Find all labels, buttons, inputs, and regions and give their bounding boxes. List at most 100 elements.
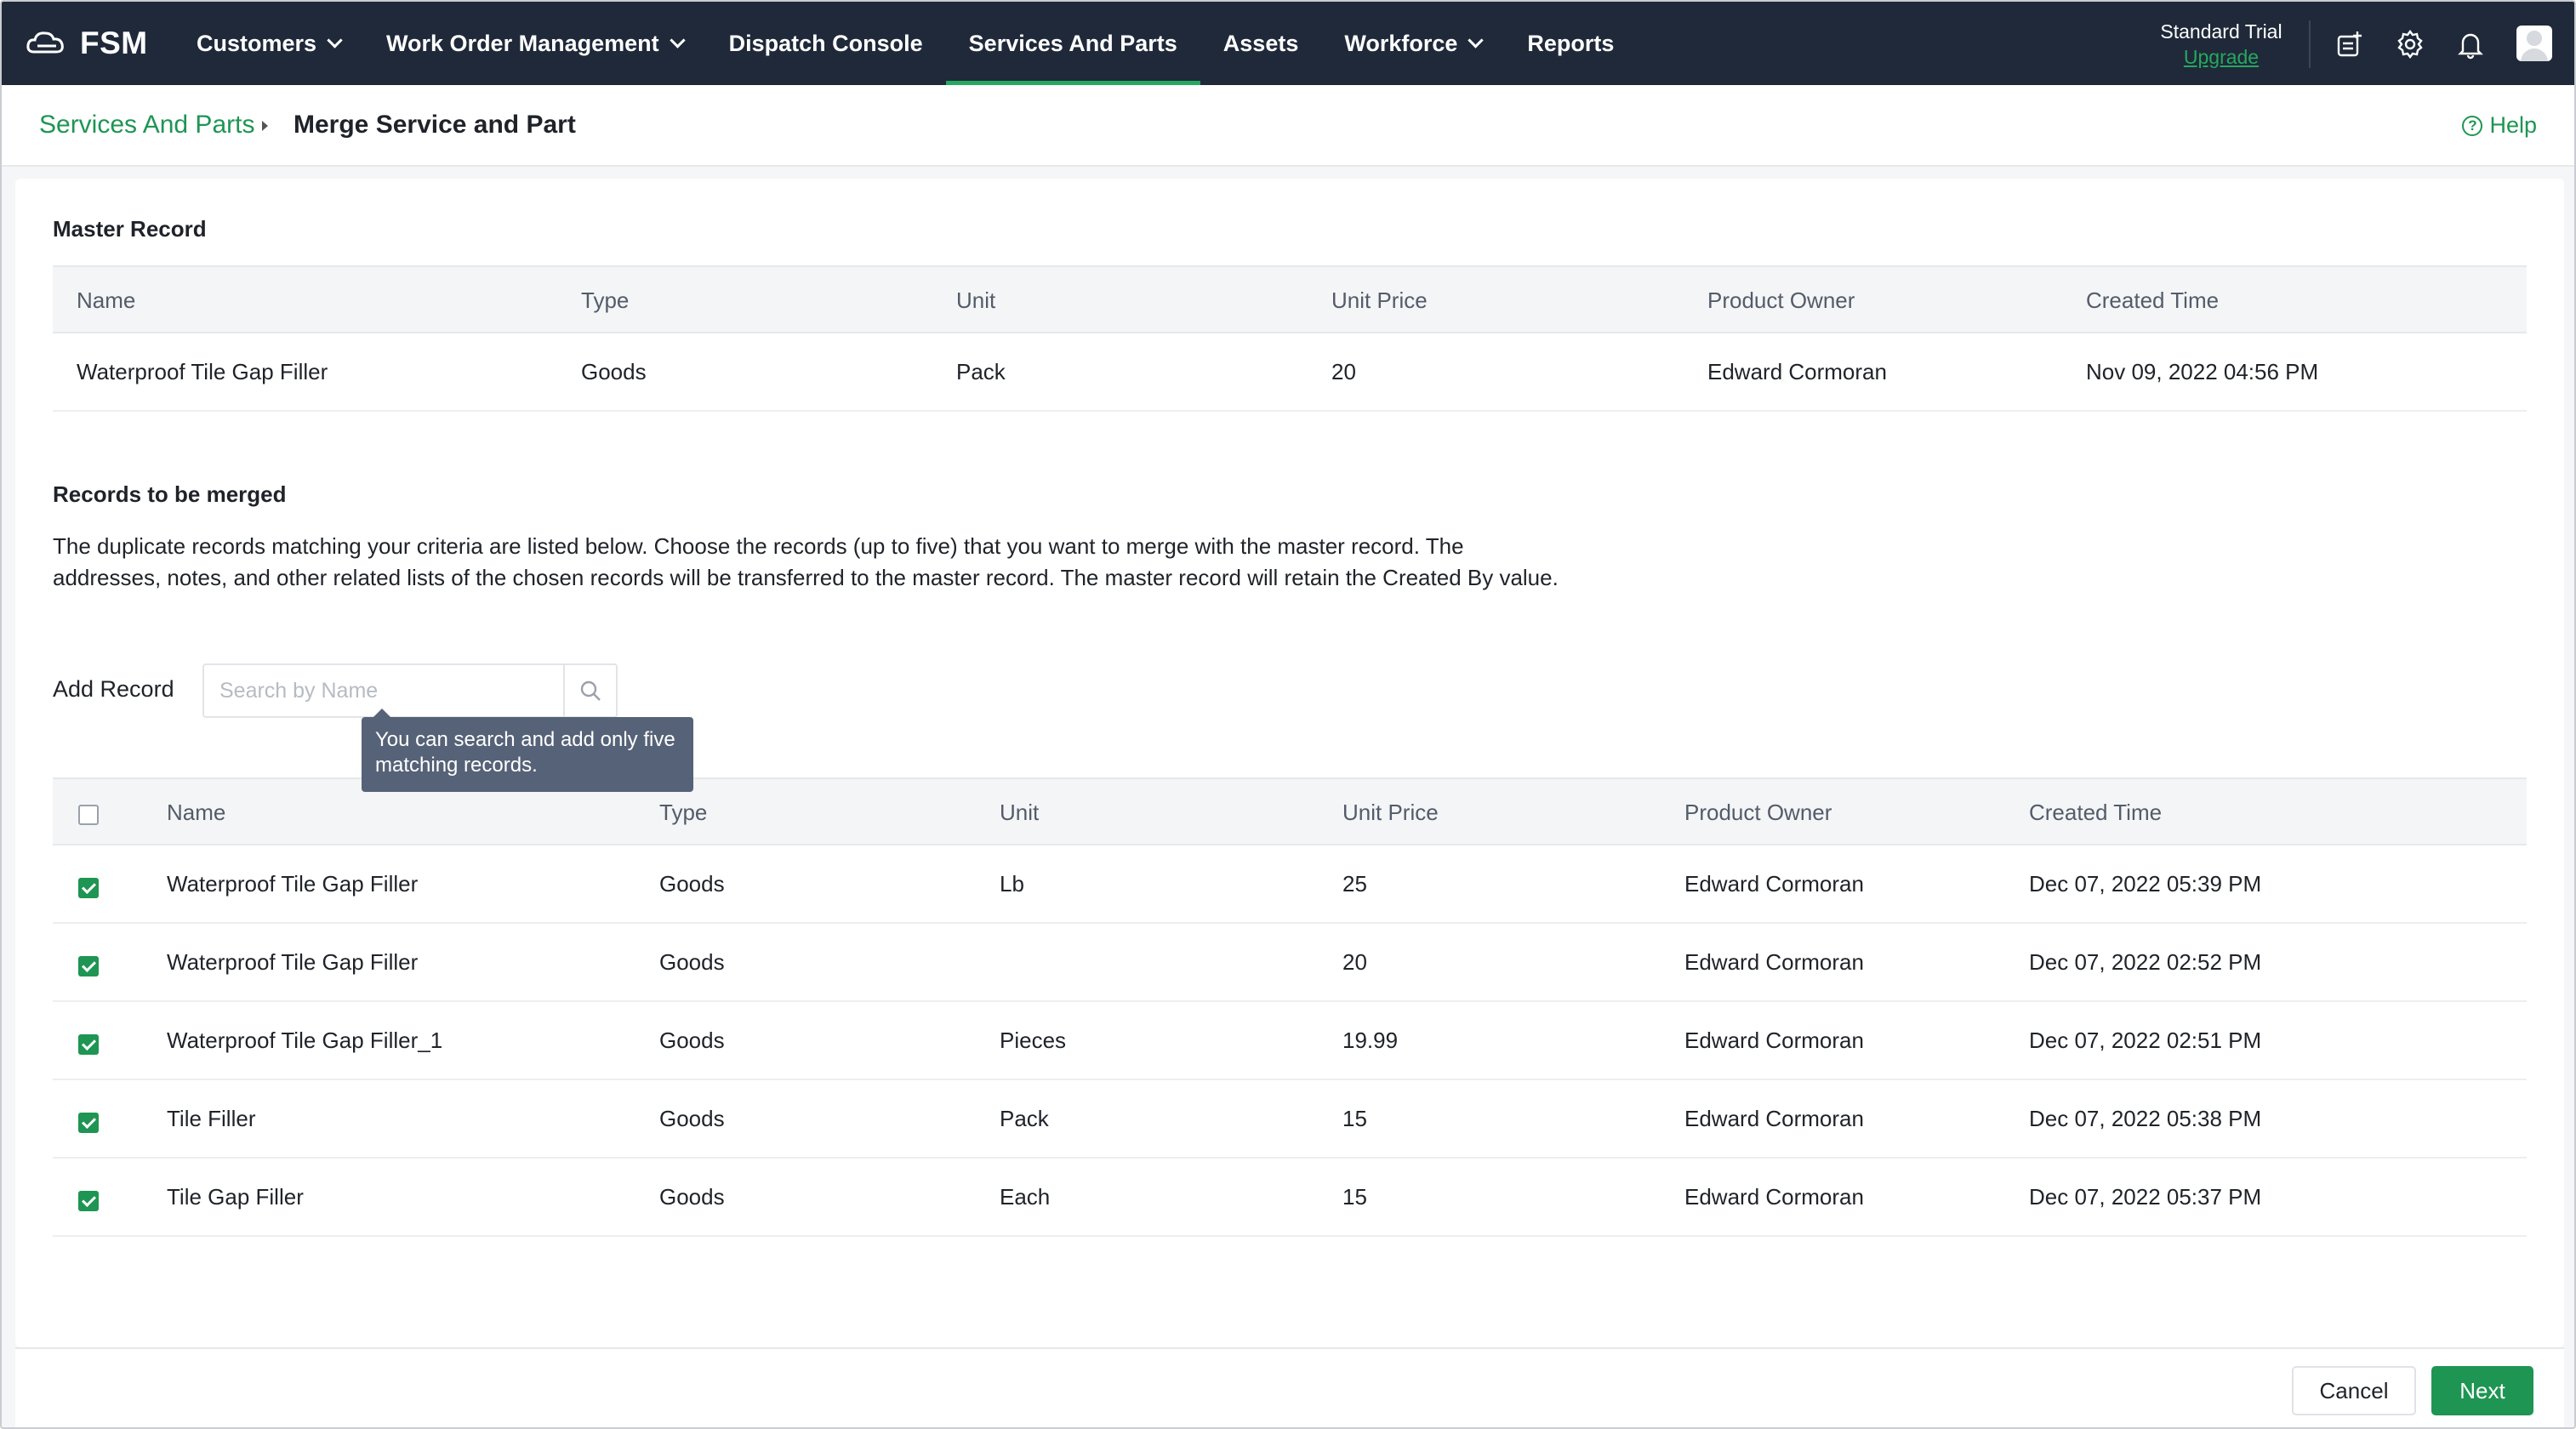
master-record-row: Waterproof Tile Gap Filler Goods Pack 20… xyxy=(53,333,2527,412)
nav-label: Assets xyxy=(1222,30,1299,56)
cell-type: Goods xyxy=(659,1184,725,1210)
chevron-down-icon xyxy=(327,32,343,48)
nav-reports[interactable]: Reports xyxy=(1504,2,1637,85)
cell-unit: Each xyxy=(1000,1184,1051,1210)
column-header-created-time[interactable]: Created Time xyxy=(2029,800,2163,825)
master-record-title: Master Record xyxy=(53,216,207,242)
cell-name: Waterproof Tile Gap Filler xyxy=(77,359,328,384)
table-row[interactable]: Waterproof Tile Gap Filler Goods 20 Edwa… xyxy=(53,924,2527,1002)
row-checkbox[interactable] xyxy=(78,956,99,976)
cell-name: Waterproof Tile Gap Filler xyxy=(167,949,419,975)
nav-label: Reports xyxy=(1527,30,1615,56)
page-title: Merge Service and Part xyxy=(294,111,576,139)
cell-name: Waterproof Tile Gap Filler xyxy=(167,871,419,897)
column-header-product-owner[interactable]: Product Owner xyxy=(1707,288,1855,313)
column-header-type[interactable]: Type xyxy=(659,800,708,825)
search-input[interactable] xyxy=(204,665,555,716)
cell-created-time: Dec 07, 2022 05:38 PM xyxy=(2029,1106,2262,1131)
cell-unit: Pieces xyxy=(1000,1028,1067,1053)
trial-status: Standard Trial Upgrade xyxy=(2140,19,2302,70)
cell-created-time: Dec 07, 2022 02:52 PM xyxy=(2029,949,2262,975)
avatar[interactable] xyxy=(2516,26,2552,61)
cell-type: Goods xyxy=(659,1106,725,1131)
cell-created-time: Dec 07, 2022 05:37 PM xyxy=(2029,1184,2262,1210)
nav-label: Services And Parts xyxy=(968,30,1177,56)
breadcrumb-services-and-parts[interactable]: Services And Parts xyxy=(39,111,255,139)
help-link[interactable]: ? Help xyxy=(2462,112,2537,139)
app-name: FSM xyxy=(80,26,148,60)
table-header: Name Type Unit Unit Price Product Owner … xyxy=(53,265,2527,333)
column-header-unit[interactable]: Unit xyxy=(956,288,996,313)
nav-services-and-parts[interactable]: Services And Parts xyxy=(945,2,1200,85)
table-row[interactable]: Tile Filler Goods Pack 15 Edward Cormora… xyxy=(53,1080,2527,1159)
cell-product-owner: Edward Cormoran xyxy=(1684,1106,1864,1131)
cell-created-time: Dec 07, 2022 05:39 PM xyxy=(2029,871,2262,897)
nav-work-order-management[interactable]: Work Order Management xyxy=(363,2,706,85)
nav-label: Dispatch Console xyxy=(728,30,923,56)
top-navigation-bar: FSM Customers Work Order Management Disp… xyxy=(2,2,2574,85)
column-header-type[interactable]: Type xyxy=(581,288,630,313)
cell-created-time: Dec 07, 2022 02:51 PM xyxy=(2029,1028,2262,1053)
table-row[interactable]: Waterproof Tile Gap Filler_1 Goods Piece… xyxy=(53,1002,2527,1080)
nav-customers[interactable]: Customers xyxy=(174,2,363,85)
cell-unit-price: 25 xyxy=(1342,871,1367,897)
cell-name: Waterproof Tile Gap Filler_1 xyxy=(167,1028,443,1053)
column-header-created-time[interactable]: Created Time xyxy=(2086,288,2220,313)
cell-unit-price: 20 xyxy=(1331,359,1356,384)
upgrade-link[interactable]: Upgrade xyxy=(2183,46,2260,68)
gear-icon[interactable] xyxy=(2393,27,2427,61)
nav-label: Workforce xyxy=(1344,30,1458,56)
row-checkbox[interactable] xyxy=(78,1113,99,1133)
column-header-product-owner[interactable]: Product Owner xyxy=(1684,800,1832,825)
chevron-down-icon xyxy=(669,32,686,48)
next-button[interactable]: Next xyxy=(2431,1366,2533,1415)
table-row[interactable]: Waterproof Tile Gap Filler Goods Lb 25 E… xyxy=(53,845,2527,924)
cancel-button[interactable]: Cancel xyxy=(2292,1366,2416,1415)
bell-icon[interactable] xyxy=(2453,27,2488,61)
toolbar-divider xyxy=(2309,20,2311,68)
cell-unit: Pack xyxy=(1000,1106,1049,1131)
column-header-name[interactable]: Name xyxy=(77,288,136,313)
cell-product-owner: Edward Cormoran xyxy=(1707,359,1887,384)
plan-label: Standard Trial xyxy=(2160,20,2282,43)
cell-type: Goods xyxy=(581,359,647,384)
records-to-merge-title: Records to be merged xyxy=(53,481,287,507)
nav-dispatch-console[interactable]: Dispatch Console xyxy=(706,2,946,85)
table-row[interactable]: Tile Gap Filler Goods Each 15 Edward Cor… xyxy=(53,1159,2527,1237)
column-header-unit[interactable]: Unit xyxy=(1000,800,1040,825)
select-all-checkbox[interactable] xyxy=(78,805,99,825)
nav-label: Work Order Management xyxy=(386,30,659,56)
merge-records-table: Name Type Unit Unit Price Product Owner … xyxy=(53,777,2527,1237)
row-checkbox[interactable] xyxy=(78,1034,99,1055)
column-header-unit-price[interactable]: Unit Price xyxy=(1331,288,1428,313)
cell-type: Goods xyxy=(659,949,725,975)
nav-assets[interactable]: Assets xyxy=(1200,2,1322,85)
cell-unit-price: 19.99 xyxy=(1342,1028,1399,1053)
cell-unit-price: 15 xyxy=(1342,1184,1367,1210)
master-record-table: Name Type Unit Unit Price Product Owner … xyxy=(53,265,2527,412)
cell-unit-price: 20 xyxy=(1342,949,1367,975)
row-checkbox[interactable] xyxy=(78,1191,99,1211)
action-footer: Cancel Next xyxy=(15,1347,2564,1427)
chevron-down-icon xyxy=(1468,32,1485,48)
app-logo[interactable]: FSM xyxy=(26,22,148,65)
cell-product-owner: Edward Cormoran xyxy=(1684,949,1864,975)
cell-name: Tile Gap Filler xyxy=(167,1184,304,1210)
search-box xyxy=(202,663,618,718)
search-button[interactable] xyxy=(563,665,616,716)
search-tooltip: You can search and add only five matchin… xyxy=(362,709,693,792)
cell-type: Goods xyxy=(659,871,725,897)
cell-unit: Pack xyxy=(956,359,1006,384)
row-checkbox[interactable] xyxy=(78,878,99,898)
column-header-name[interactable]: Name xyxy=(167,800,226,825)
search-icon xyxy=(580,680,601,701)
nav-workforce[interactable]: Workforce xyxy=(1321,2,1504,85)
description-line: The duplicate records matching your crit… xyxy=(53,533,1464,559)
cell-type: Goods xyxy=(659,1028,725,1053)
fsm-logo-icon xyxy=(26,31,64,54)
merge-card: Master Record Name Type Unit Unit Price … xyxy=(15,179,2564,1347)
cell-unit: Lb xyxy=(1000,871,1024,897)
column-header-unit-price[interactable]: Unit Price xyxy=(1342,800,1439,825)
cell-product-owner: Edward Cormoran xyxy=(1684,871,1864,897)
new-record-icon[interactable] xyxy=(2333,27,2367,61)
